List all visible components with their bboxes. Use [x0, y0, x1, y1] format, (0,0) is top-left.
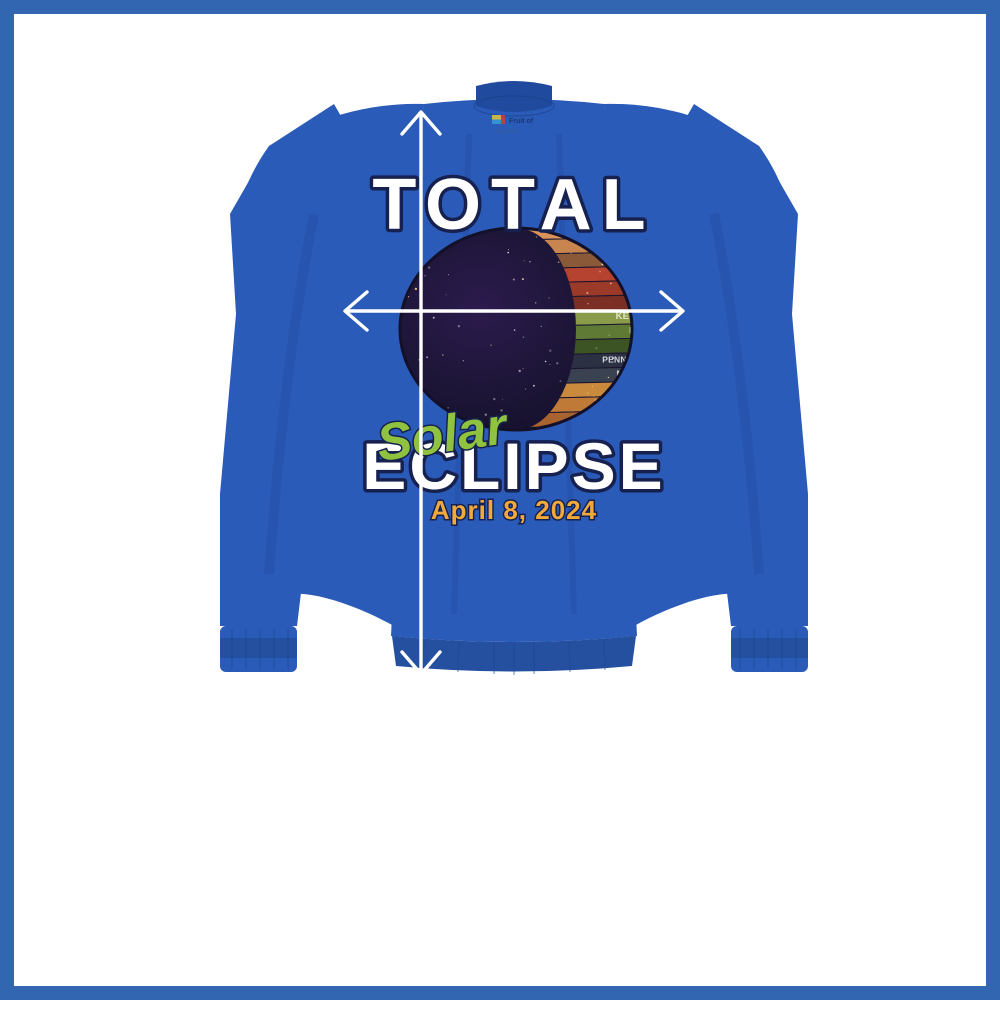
svg-text:Fruit of: Fruit of	[509, 118, 534, 125]
svg-text:SIZE TAG: SIZE TAG	[494, 129, 516, 135]
svg-text:TOTAL: TOTAL	[372, 165, 655, 245]
svg-text:April 8, 2024: April 8, 2024	[431, 495, 597, 525]
